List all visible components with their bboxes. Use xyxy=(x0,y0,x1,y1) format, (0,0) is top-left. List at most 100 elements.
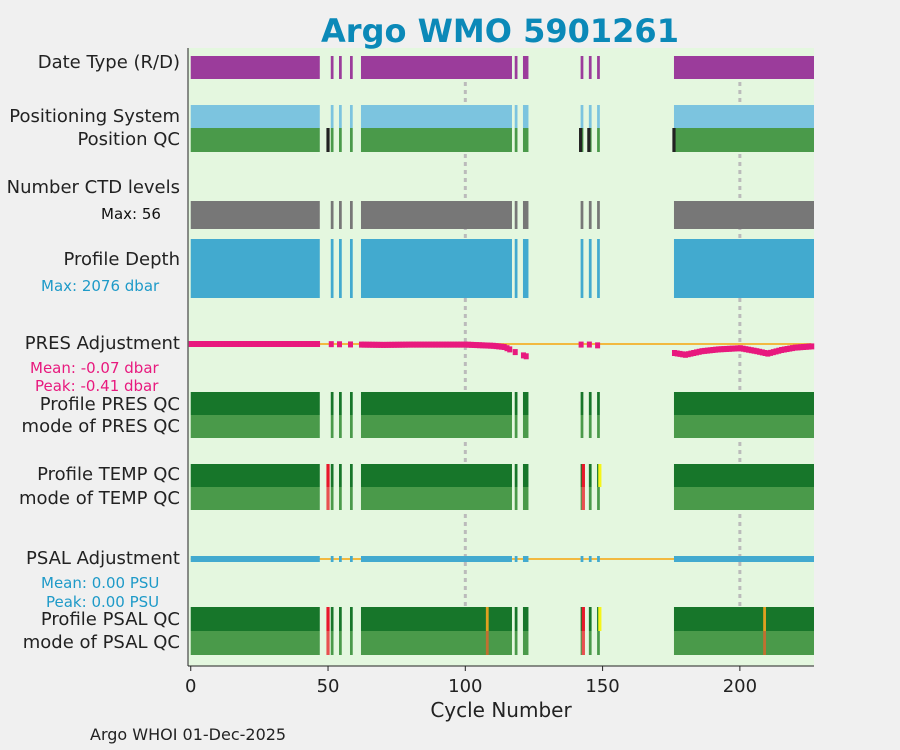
pres-point-192 xyxy=(715,346,721,353)
x-tick-label-50: 50 xyxy=(317,676,340,697)
pres-point-186 xyxy=(699,348,705,355)
data-type-block-10 xyxy=(673,56,814,79)
row-label-profile-depth: Profile Depth xyxy=(63,249,180,270)
profile-psal-qc-block-5 xyxy=(514,607,518,631)
pres-point-94 xyxy=(446,341,452,348)
pres-point-33 xyxy=(279,341,285,347)
pres-point-178 xyxy=(677,350,683,357)
position-qc-block-4 xyxy=(360,128,512,152)
pres-point-114 xyxy=(501,344,507,350)
row-label-profile-pres-qc: Profile PRES QC xyxy=(39,394,180,415)
pres-point-105 xyxy=(477,342,483,349)
profile-depth-block-0 xyxy=(190,239,320,298)
psal-segment-6 xyxy=(522,556,529,562)
data-type-block-7 xyxy=(580,56,584,79)
positioning-system-block-4 xyxy=(360,105,512,128)
mode-temp-qc-block-8 xyxy=(588,487,592,510)
mode-pres-qc-block-3 xyxy=(349,415,353,438)
pres-point-98 xyxy=(457,341,463,348)
mode-psal-qc-block-5 xyxy=(514,631,518,655)
position-qc-block-10 xyxy=(673,128,814,152)
profile-depth-block-9 xyxy=(597,239,600,298)
pres-point-204 xyxy=(748,347,754,354)
row-label-pres-adjustment: PRES Adjustment xyxy=(24,333,180,354)
ctd-levels-block-8 xyxy=(588,201,592,229)
pres-point-7 xyxy=(207,341,213,347)
profile-temp-qc-block-2 xyxy=(339,464,342,487)
pres-point-190 xyxy=(710,347,716,353)
data-type-block-0 xyxy=(190,56,320,79)
pres-point-17 xyxy=(235,341,241,347)
profile-pres-qc-block-1 xyxy=(330,392,334,415)
pres-point-54 xyxy=(337,341,343,348)
profile-pres-qc-block-9 xyxy=(597,392,600,415)
pres-point-3 xyxy=(196,341,202,347)
pres-point-211 xyxy=(768,349,774,356)
pres-point-29 xyxy=(268,341,274,347)
position-qc-block-2 xyxy=(339,128,342,152)
mode-pres-qc-block-8 xyxy=(588,415,592,438)
pres-point-180 xyxy=(682,351,688,358)
profile-depth-block-7 xyxy=(580,239,584,298)
profile-temp-qc-block-4 xyxy=(360,464,512,487)
pres-point-12 xyxy=(221,341,227,347)
ctd-levels-block-1 xyxy=(330,201,334,229)
position-qc-block-6 xyxy=(522,128,529,152)
ctd-levels-block-10 xyxy=(673,201,814,229)
pres-point-41 xyxy=(301,341,307,347)
psal-segment-8 xyxy=(588,556,592,562)
mode-psal-red-mark-1 xyxy=(581,631,585,655)
pres-point-1 xyxy=(191,341,197,347)
pres-point-82 xyxy=(413,341,419,348)
psal-segment-1 xyxy=(330,556,334,562)
pres-point-148 xyxy=(595,342,601,349)
mode-psal-qc-block-10 xyxy=(673,631,814,655)
pres-point-103 xyxy=(471,341,477,348)
profile-pres-qc-block-7 xyxy=(580,392,584,415)
pres-point-2 xyxy=(194,341,200,347)
profile-psal-qc-block-8 xyxy=(588,607,592,631)
pres-point-196 xyxy=(726,345,732,352)
pres-point-106 xyxy=(479,342,485,349)
psal-mean-text: Mean: 0.00 PSU xyxy=(41,574,160,592)
pres-point-215 xyxy=(779,347,785,353)
pres-point-72 xyxy=(386,341,392,348)
pres-point-58 xyxy=(347,341,353,348)
pres-point-34 xyxy=(282,341,288,347)
x-tick-label-150: 150 xyxy=(585,676,619,697)
pres-point-36 xyxy=(287,341,293,347)
pres-point-25 xyxy=(257,341,263,347)
pres-point-9 xyxy=(213,341,219,347)
pres-point-84 xyxy=(419,341,425,348)
data-type-block-5 xyxy=(514,56,518,79)
pres-point-177 xyxy=(674,350,680,357)
pres-point-111 xyxy=(493,343,499,350)
pres-point-108 xyxy=(485,342,491,349)
psal-segment-9 xyxy=(597,556,600,562)
profile-pres-qc-block-6 xyxy=(522,392,529,415)
pres-point-222 xyxy=(798,344,804,351)
positioning-system-block-6 xyxy=(522,105,529,128)
profile-psal-qc-block-2 xyxy=(339,607,342,631)
pres-point-39 xyxy=(295,341,301,347)
pres-point-8 xyxy=(210,341,216,347)
mode-pres-qc-block-9 xyxy=(597,415,600,438)
pres-point-30 xyxy=(271,341,277,347)
pres-point-206 xyxy=(754,348,760,355)
mode-pres-qc-block-5 xyxy=(514,415,518,438)
position-qc-block-1 xyxy=(330,128,334,152)
psal-segment-5 xyxy=(514,556,518,562)
profile-depth-block-5 xyxy=(514,239,518,298)
pres-point-14 xyxy=(227,341,233,347)
row-label-number-ctd-levels: Number CTD levels xyxy=(6,177,180,198)
mode-temp-qc-block-2 xyxy=(339,487,342,510)
pres-point-205 xyxy=(751,347,757,354)
positioning-system-block-1 xyxy=(330,105,334,128)
ctd-levels-block-3 xyxy=(349,201,353,229)
pres-point-65 xyxy=(367,341,373,348)
mode-psal-qc-block-9 xyxy=(597,631,600,655)
mode-temp-qc-block-6 xyxy=(522,487,529,510)
pres-point-179 xyxy=(680,351,686,358)
profile-depth-block-6 xyxy=(522,239,529,298)
mode-psal-orange-mark-0 xyxy=(485,631,489,655)
